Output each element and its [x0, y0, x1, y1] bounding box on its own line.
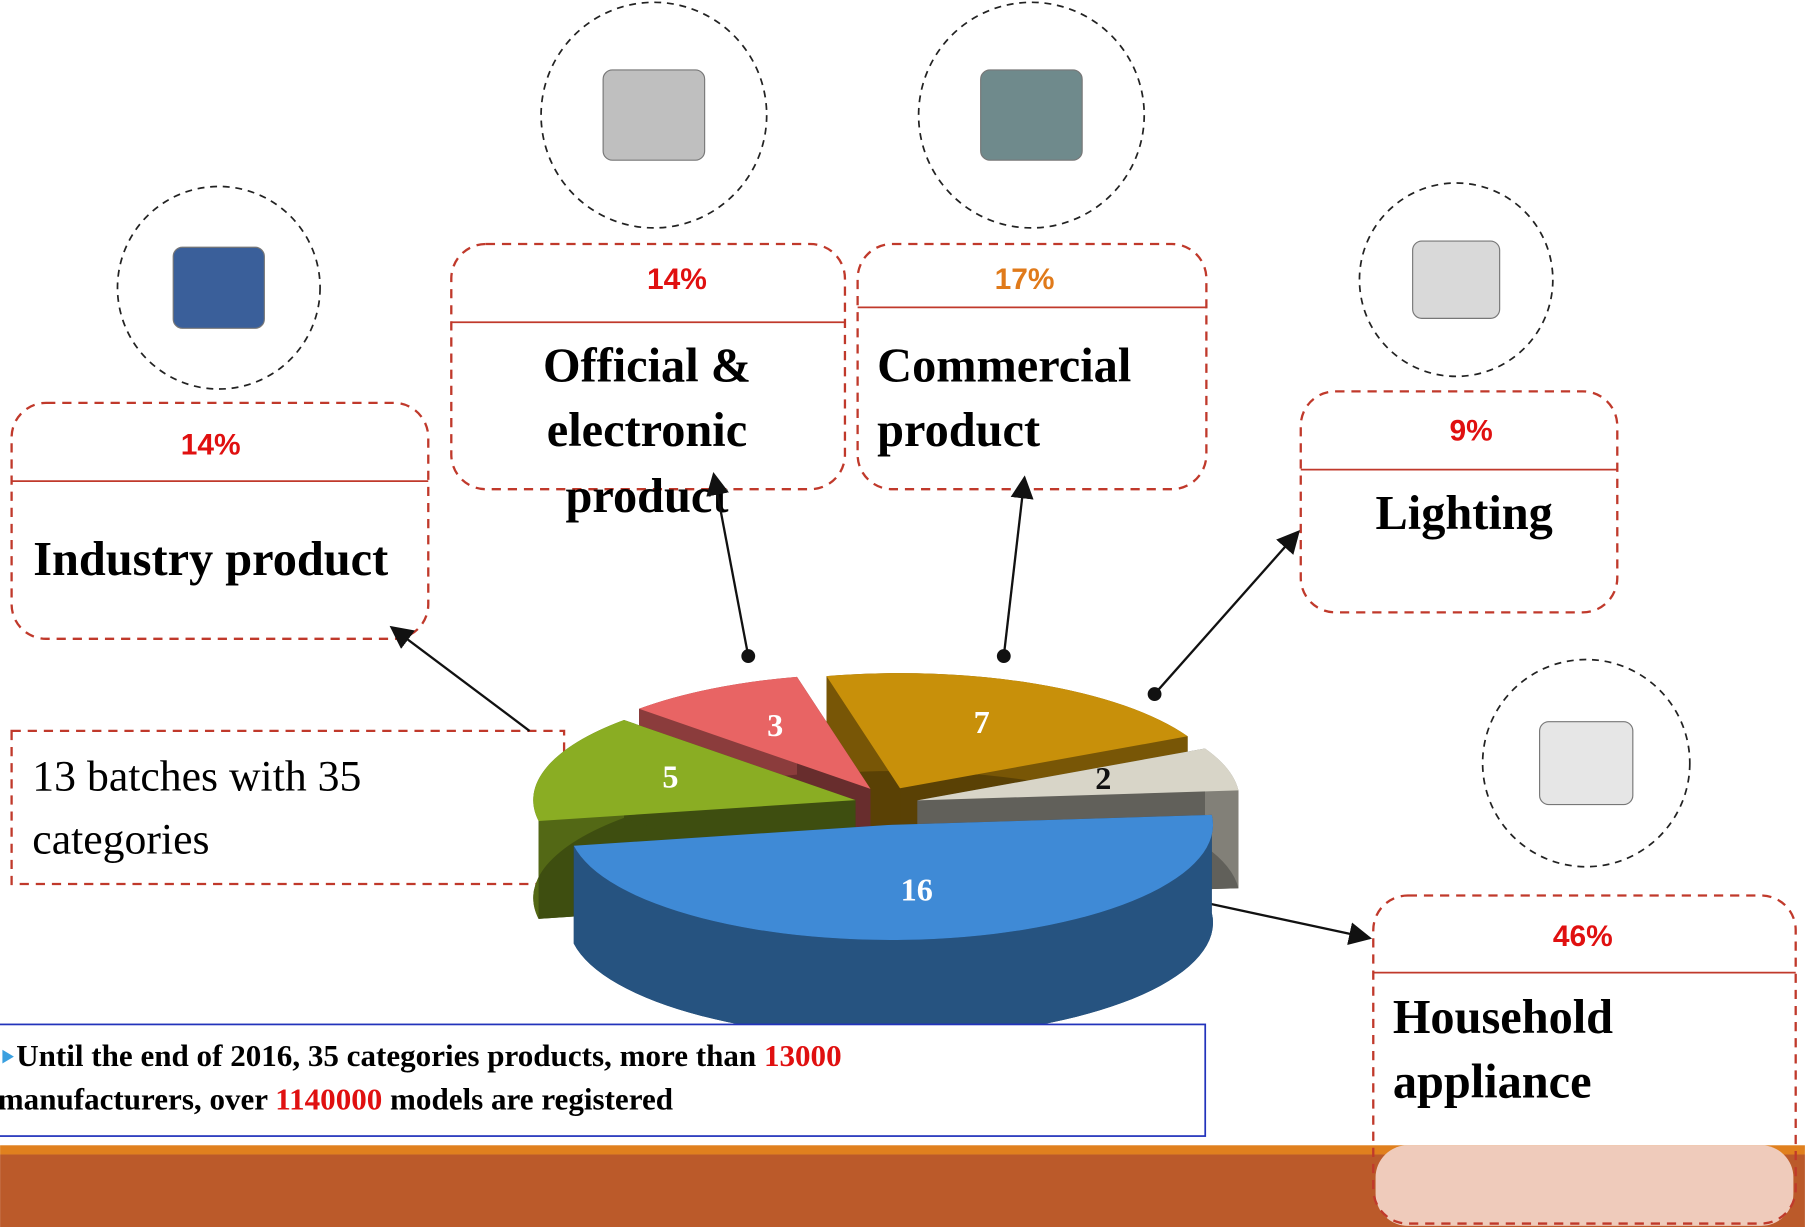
callout-label: electronic — [547, 404, 747, 457]
callout-fill — [1376, 1145, 1794, 1226]
arrow-dot — [741, 649, 755, 663]
note-part: Until the end of 2016, 35 categories pro… — [16, 1038, 764, 1073]
callout-label: Lighting — [1376, 487, 1553, 540]
slice-label: 16 — [901, 872, 933, 908]
note-text: Until the end of 2016, 35 categories pro… — [16, 1038, 841, 1073]
slide: 13 batches with 35 categories 14% Industr… — [0, 0, 1805, 1227]
icon — [1540, 722, 1633, 805]
note-text: manufacturers, over 1140000 models are r… — [0, 1082, 673, 1117]
callout: 14% Official & electronic product — [451, 2, 845, 663]
slice-label: 3 — [767, 707, 783, 743]
callout-share: 17% — [995, 263, 1055, 296]
note-part: manufacturers, over — [0, 1082, 275, 1117]
batches-text: categories — [32, 816, 209, 864]
callout-share: 46% — [1553, 920, 1613, 953]
arrow — [1155, 532, 1299, 694]
arrow-dot — [997, 649, 1011, 663]
pie: 7 3 5 2 16 — [533, 673, 1238, 1038]
callout: 9% Lighting — [1148, 183, 1618, 701]
arrow — [1004, 478, 1025, 656]
icon — [603, 70, 705, 160]
pie-slice — [574, 815, 1213, 1038]
callout-label: Official & — [543, 340, 751, 393]
arrow — [1209, 904, 1370, 939]
callout-label: product — [566, 470, 729, 523]
icon — [981, 70, 1083, 160]
note-number: 13000 — [764, 1038, 842, 1073]
callout-share: 14% — [181, 429, 241, 462]
batches-text: 13 batches with 35 — [32, 752, 361, 800]
page: 13 batches with 35 categories 14% Industr… — [0, 0, 1805, 1227]
callout-label: appliance — [1393, 1056, 1592, 1109]
icon — [1413, 241, 1500, 318]
callout-share: 14% — [647, 263, 707, 296]
callout: 46% Household appliance — [1209, 660, 1796, 1224]
callout-label: Industry product — [33, 533, 388, 586]
icon — [173, 247, 264, 328]
slice-label: 5 — [662, 759, 678, 795]
note-part: models are registered — [382, 1082, 673, 1117]
note-number: 1140000 — [275, 1082, 382, 1117]
callout: 17% Commercial product — [858, 2, 1207, 663]
callout-share: 9% — [1449, 415, 1492, 448]
arrow-dot — [1148, 687, 1162, 701]
arrow — [714, 474, 749, 656]
arrow — [391, 627, 529, 731]
slice-label: 2 — [1095, 760, 1111, 796]
callout-label: Commercial — [877, 340, 1131, 393]
callout-label: product — [877, 404, 1040, 457]
callout-label: Household — [1393, 991, 1613, 1044]
slice-label: 7 — [974, 704, 990, 740]
